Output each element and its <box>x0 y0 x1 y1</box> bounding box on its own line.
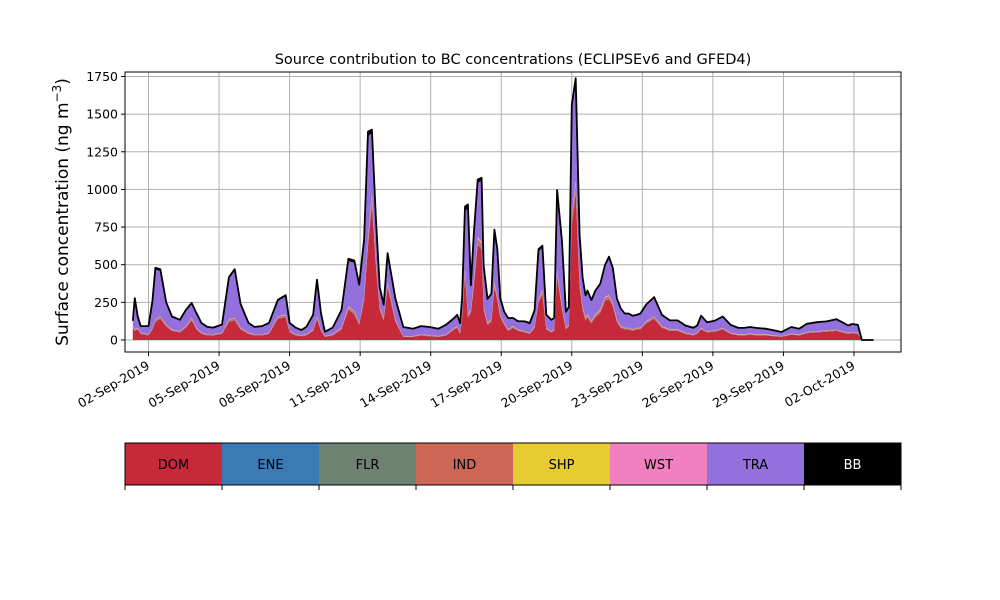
legend-swatch-tra <box>707 443 804 485</box>
legend-swatch-dom <box>125 443 222 485</box>
y-axis: 0 250 500 750 1000 1250 1500 1750 <box>86 69 125 347</box>
legend-swatch-ene <box>222 443 319 485</box>
y-tick-label: 1750 <box>86 69 118 84</box>
area-series-tra <box>132 84 874 340</box>
x-tick-label: 11-Sep-2019 <box>287 358 364 411</box>
y-axis-label-superscript: −3 <box>50 85 64 103</box>
x-tick-label: 14-Sep-2019 <box>357 358 434 411</box>
legend-swatch-flr <box>319 443 416 485</box>
y-axis-label-close: ) <box>53 78 73 85</box>
y-tick-label: 0 <box>110 332 118 347</box>
y-tick-label: 1250 <box>86 144 118 159</box>
area-series-bb <box>132 78 874 341</box>
x-axis: 02-Sep-201905-Sep-201908-Sep-201911-Sep-… <box>75 352 858 411</box>
legend-label-tra: TRA <box>742 458 768 473</box>
legend-label-shp: SHP <box>549 458 575 473</box>
chart-title: Source contribution to BC concentrations… <box>275 52 752 68</box>
total-concentration-line <box>131 77 874 341</box>
x-tick-label: 20-Sep-2019 <box>498 358 575 411</box>
source-legend: DOM ENE FLR IND SHP WST TRA BB <box>124 442 902 490</box>
x-tick-label: 17-Sep-2019 <box>428 358 505 411</box>
legend-label-wst: WST <box>644 458 673 473</box>
x-tick-label: 02-Sep-2019 <box>75 358 152 411</box>
legend-swatch-wst <box>610 443 707 485</box>
y-axis-label-main: Surface concentration (ng m <box>53 102 73 345</box>
legend-label-ene: ENE <box>257 458 283 473</box>
x-tick-label: 02-Oct-2019 <box>782 358 858 410</box>
x-tick-label: 05-Sep-2019 <box>146 358 223 411</box>
y-tick-label: 1500 <box>86 107 118 122</box>
total-line <box>131 77 874 341</box>
legend-label-bb: BB <box>844 458 862 473</box>
y-tick-label: 1000 <box>86 182 118 197</box>
y-tick-label: 500 <box>94 257 118 272</box>
x-tick-label: 08-Sep-2019 <box>216 358 293 411</box>
legend-label-flr: FLR <box>356 458 380 473</box>
stacked-areas <box>132 78 874 341</box>
x-tick-label: 26-Sep-2019 <box>639 358 716 411</box>
plot-frame <box>124 71 902 353</box>
y-axis-label: Surface concentration (ng m−3) <box>50 78 73 346</box>
legend-label-dom: DOM <box>158 458 189 473</box>
legend-label-ind: IND <box>453 458 477 473</box>
legend-swatch-bb <box>804 443 901 485</box>
legend-swatch-ind <box>416 443 513 485</box>
y-tick-label: 250 <box>94 295 118 310</box>
x-tick-label: 29-Sep-2019 <box>710 358 787 411</box>
legend-swatch-shp <box>513 443 610 485</box>
x-tick-label: 23-Sep-2019 <box>569 358 646 411</box>
y-tick-label: 750 <box>94 220 118 235</box>
